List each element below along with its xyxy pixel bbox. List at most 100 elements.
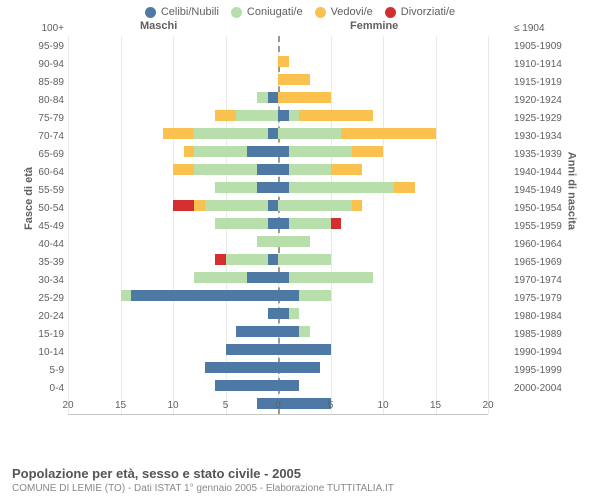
age-label: 85-89 [20, 74, 64, 92]
birth-label: 1990-1994 [514, 344, 580, 362]
birth-label: 1955-1959 [514, 218, 580, 236]
pyramid-row [68, 108, 488, 126]
bar-male-co [236, 110, 278, 121]
bar-female-v [341, 128, 436, 139]
legend-swatch [385, 7, 396, 18]
birth-label: 1995-1999 [514, 362, 580, 380]
bar-male-co [226, 254, 268, 265]
age-label: 90-94 [20, 56, 64, 74]
age-label: 25-29 [20, 290, 64, 308]
bar-female-v [352, 200, 363, 211]
bar-female-co [289, 164, 331, 175]
chart-title: Popolazione per età, sesso e stato civil… [12, 466, 588, 481]
bar-male-c [268, 218, 279, 229]
bar-male-v [194, 200, 205, 211]
bar-female-co [289, 272, 373, 283]
bar-female-c [278, 218, 289, 229]
legend-swatch [315, 7, 326, 18]
bar-female-co [289, 182, 394, 193]
pyramid-row [68, 234, 488, 252]
bar-female-v [278, 92, 331, 103]
age-label: 20-24 [20, 308, 64, 326]
bar-female-v [278, 74, 310, 85]
bar-female-co [299, 290, 331, 301]
age-label: 80-84 [20, 92, 64, 110]
age-label: 30-34 [20, 272, 64, 290]
bar-male-co [194, 128, 268, 139]
legend-item: Vedovi/e [315, 6, 373, 18]
birth-label: 1920-1924 [514, 92, 580, 110]
age-labels: 100+95-9990-9485-8980-8475-7970-7465-696… [20, 20, 64, 398]
birth-label: 1910-1914 [514, 56, 580, 74]
bar-male-c [247, 146, 279, 157]
bars-layer [68, 36, 488, 414]
bar-female-c [278, 110, 289, 121]
birth-label: 1935-1939 [514, 146, 580, 164]
legend-swatch [231, 7, 242, 18]
bar-female-v [394, 182, 415, 193]
pyramid-row [68, 144, 488, 162]
bar-female-c [278, 164, 289, 175]
age-label: 40-44 [20, 236, 64, 254]
pyramid-row [68, 252, 488, 270]
x-tick: 15 [115, 400, 126, 411]
pyramid-row [68, 342, 488, 360]
age-label: 95-99 [20, 38, 64, 56]
bar-male-d [173, 200, 194, 211]
bar-female-co [289, 308, 300, 319]
x-tick: 15 [430, 400, 441, 411]
bar-male-c [268, 200, 279, 211]
bar-female-v [299, 110, 373, 121]
x-tick: 20 [62, 400, 73, 411]
bar-male-c [226, 344, 279, 355]
pyramid-row [68, 72, 488, 90]
pyramid-row [68, 198, 488, 216]
age-label: 65-69 [20, 146, 64, 164]
bar-female-co [278, 200, 352, 211]
age-label: 75-79 [20, 110, 64, 128]
female-label: Femmine [350, 20, 398, 32]
bar-male-v [215, 110, 236, 121]
bar-male-co [205, 200, 268, 211]
age-label: 50-54 [20, 200, 64, 218]
bar-female-co [278, 254, 331, 265]
bar-male-c [205, 362, 279, 373]
age-label: 35-39 [20, 254, 64, 272]
x-tick: 5 [223, 400, 229, 411]
bar-male-co [121, 290, 132, 301]
legend-item: Divorziati/e [385, 6, 455, 18]
bar-female-co [278, 128, 341, 139]
birth-label: 1965-1969 [514, 254, 580, 272]
birth-label: 1930-1934 [514, 128, 580, 146]
x-axis: 201510505101520 [68, 400, 488, 414]
pyramid-row [68, 288, 488, 306]
pyramid-row [68, 324, 488, 342]
chart-wrap: Maschi Femmine Fasce di età Anni di nasc… [20, 20, 580, 415]
bar-male-c [257, 182, 278, 193]
bar-female-c [278, 182, 289, 193]
bar-male-co [194, 146, 247, 157]
bar-male-c [131, 290, 278, 301]
bar-female-co [278, 236, 310, 247]
age-label: 100+ [20, 20, 64, 38]
legend-item: Coniugati/e [231, 6, 303, 18]
bar-female-co [289, 218, 331, 229]
pyramid-row [68, 90, 488, 108]
pyramid-row [68, 54, 488, 72]
legend-swatch [145, 7, 156, 18]
birth-label: 1960-1964 [514, 236, 580, 254]
birth-labels: ≤ 19041905-19091910-19141915-19191920-19… [514, 20, 580, 398]
bar-female-c [278, 308, 289, 319]
birth-label: 1975-1979 [514, 290, 580, 308]
bar-male-v [173, 164, 194, 175]
bar-male-co [257, 92, 268, 103]
legend: Celibi/NubiliConiugati/eVedovi/eDivorzia… [0, 0, 600, 20]
age-label: 0-4 [20, 380, 64, 398]
bar-female-v [278, 56, 289, 67]
bar-male-co [215, 218, 268, 229]
age-label: 60-64 [20, 164, 64, 182]
bar-male-co [215, 182, 257, 193]
x-tick: 20 [482, 400, 493, 411]
bar-male-c [268, 254, 279, 265]
legend-label: Divorziati/e [401, 6, 455, 18]
